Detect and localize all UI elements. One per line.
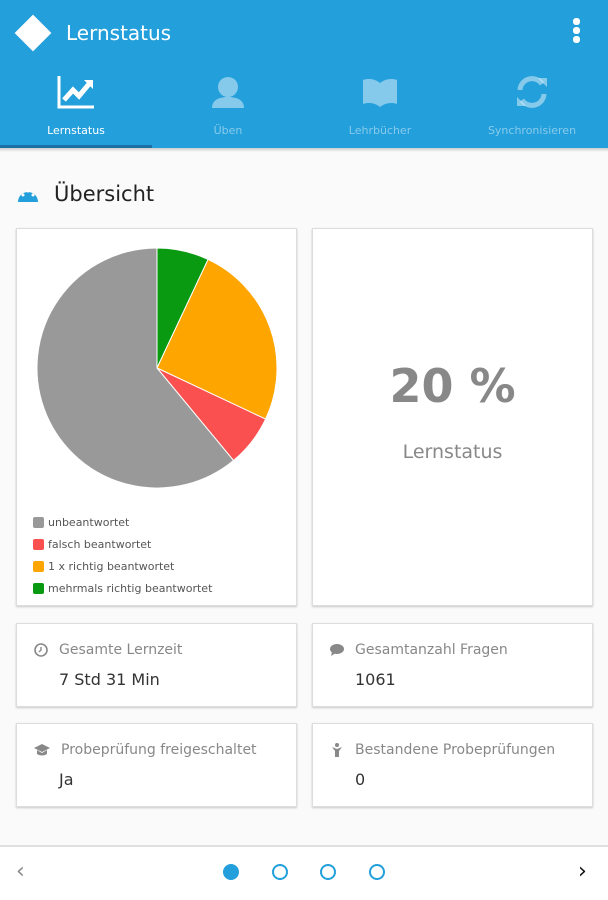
legend-swatch bbox=[33, 582, 44, 594]
section-title: Übersicht bbox=[54, 182, 155, 206]
page-dot-2[interactable] bbox=[272, 864, 288, 880]
next-button[interactable]: › bbox=[578, 859, 587, 884]
more-menu-icon[interactable] bbox=[570, 18, 582, 48]
pie-chart-card: unbeantwortet falsch beantwortet 1 x richt… bbox=[16, 228, 297, 606]
status-value: 20 % bbox=[389, 359, 516, 413]
legend-label: mehrmals richtig beantwortet bbox=[48, 581, 213, 595]
comment-icon bbox=[330, 644, 344, 656]
book-icon bbox=[363, 79, 397, 107]
legend-item: 1 x richtig beantwortet bbox=[33, 555, 212, 577]
page-title: Lernstatus bbox=[66, 21, 172, 45]
trophy-person-icon bbox=[332, 743, 342, 757]
legend-swatch bbox=[33, 516, 44, 528]
learner-icon bbox=[212, 77, 244, 108]
clock-icon bbox=[34, 643, 48, 657]
sync-icon bbox=[517, 76, 547, 108]
chart-line-icon bbox=[57, 76, 94, 109]
legend-item: mehrmals richtig beantwortet bbox=[33, 577, 212, 599]
graduation-cap-icon bbox=[34, 744, 50, 756]
page-dot-4[interactable] bbox=[369, 864, 385, 880]
prev-button[interactable]: ‹ bbox=[16, 859, 25, 884]
status-label: Lernstatus bbox=[402, 441, 503, 463]
stat-card-lernzeit: Gesamte Lernzeit 7 Std 31 Min bbox=[16, 623, 297, 707]
logo-icon bbox=[14, 14, 52, 52]
pie-slice bbox=[36, 247, 235, 489]
legend-label: unbeantwortet bbox=[48, 515, 130, 529]
app-bar: Lernstatus Lernstatus Üben Lehrbücher Sy… bbox=[0, 0, 608, 148]
legend-label: 1 x richtig beantwortet bbox=[48, 559, 175, 573]
tab-lernstatus[interactable]: Lernstatus bbox=[0, 70, 152, 148]
tab-ueben[interactable]: Üben bbox=[152, 70, 304, 148]
stat-card-fragen: Gesamtanzahl Fragen 1061 bbox=[312, 623, 593, 707]
legend-item: falsch beantwortet bbox=[33, 533, 212, 555]
status-card: 20 % Lernstatus bbox=[312, 228, 593, 606]
pie-chart bbox=[36, 247, 278, 489]
tab-synchronisieren[interactable]: Synchronisieren bbox=[456, 70, 608, 148]
pie-slice bbox=[156, 258, 278, 420]
tab-lehrbuecher[interactable]: Lehrbücher bbox=[304, 70, 456, 148]
dashboard-icon bbox=[18, 189, 38, 202]
stat-card-probepruefung: Probeprüfung freigeschaltet Ja bbox=[16, 723, 297, 807]
page-dot-3[interactable] bbox=[320, 864, 336, 880]
legend-label: falsch beantwortet bbox=[48, 537, 152, 551]
page-dot-1[interactable] bbox=[223, 864, 239, 880]
legend-item: unbeantwortet bbox=[33, 511, 212, 533]
legend-swatch bbox=[33, 560, 44, 572]
pager: ‹ › bbox=[0, 845, 608, 900]
legend-swatch bbox=[33, 538, 44, 550]
stat-card-bestanden: Bestandene Probeprüfungen 0 bbox=[312, 723, 593, 807]
